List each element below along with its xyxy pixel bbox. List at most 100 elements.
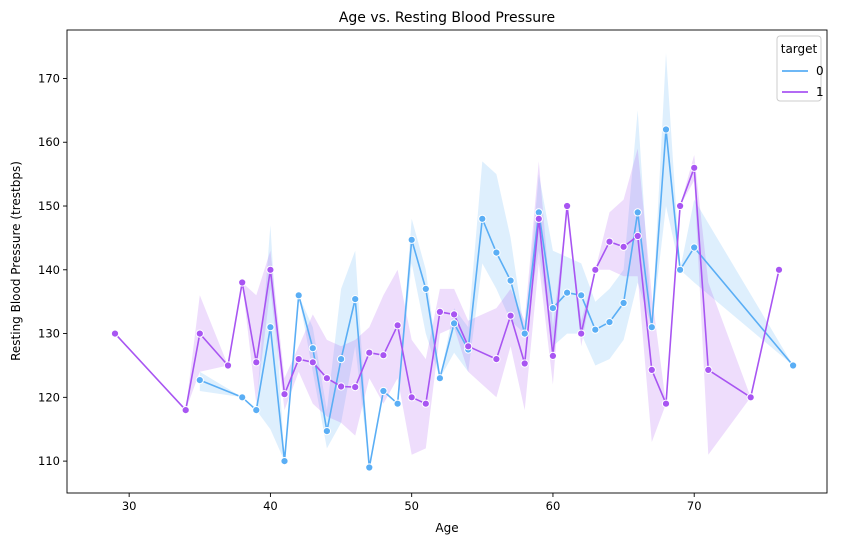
y-tick-label: 160	[38, 135, 60, 149]
data-point-series-0	[605, 318, 614, 327]
data-point-series-0	[789, 361, 798, 370]
data-point-series-1	[365, 348, 374, 357]
data-point-series-1	[252, 358, 261, 367]
data-point-series-1	[746, 393, 755, 402]
data-point-series-1	[591, 265, 600, 274]
legend-label-0: 0	[816, 64, 824, 78]
data-point-series-1	[563, 201, 572, 211]
y-tick-label: 130	[38, 327, 60, 341]
plot-frame	[66, 29, 828, 494]
data-point-series-1	[704, 365, 713, 374]
data-point-series-0	[435, 374, 444, 383]
ci-band-series-1	[115, 148, 779, 455]
legend: target 0 1	[776, 35, 824, 102]
data-point-series-1	[492, 355, 501, 364]
y-tick-label: 170	[38, 71, 60, 85]
data-point-series-0	[379, 386, 388, 396]
data-point-series-0	[591, 325, 600, 334]
data-point-series-0	[633, 208, 642, 217]
data-point-series-0	[506, 276, 515, 285]
x-tick-label: 50	[404, 499, 419, 513]
data-point-series-1	[351, 383, 360, 392]
data-point-series-0	[365, 463, 374, 472]
y-tick-label: 110	[38, 454, 60, 468]
data-point-series-1	[605, 237, 614, 246]
data-point-series-1	[294, 355, 303, 364]
ci-band-series-0	[199, 53, 794, 468]
confidence-bands	[115, 53, 794, 468]
x-tick-label: 40	[263, 499, 278, 513]
data-point-series-0	[661, 125, 671, 134]
legend-label-1: 1	[816, 85, 824, 99]
data-point-series-0	[393, 399, 402, 408]
data-point-series-0	[450, 319, 459, 328]
data-point-series-0	[690, 243, 699, 252]
data-point-series-1	[647, 365, 656, 374]
data-point-series-1	[379, 351, 388, 360]
data-point-series-0	[407, 235, 416, 244]
data-point-series-0	[520, 329, 529, 338]
data-point-series-0	[548, 304, 558, 313]
data-point-series-1	[676, 201, 685, 211]
data-point-series-1	[690, 163, 699, 172]
data-point-series-1	[407, 393, 416, 402]
data-point-series-0	[280, 457, 289, 466]
data-point-series-0	[676, 265, 685, 274]
y-axis-label: Resting Blood Pressure (trestbps)	[9, 161, 23, 361]
data-point-series-1	[548, 351, 558, 360]
x-tick-label: 70	[687, 499, 702, 513]
data-point-series-0	[252, 406, 261, 415]
data-point-series-1	[506, 311, 515, 320]
data-point-series-1	[223, 361, 233, 370]
data-point-series-0	[492, 248, 501, 257]
data-point-series-0	[308, 344, 317, 353]
y-tick-label: 140	[38, 263, 60, 277]
data-point-series-0	[337, 355, 346, 364]
data-point-series-0	[478, 214, 487, 223]
legend-box	[776, 35, 822, 102]
data-point-series-1	[619, 242, 628, 251]
data-point-series-1	[435, 307, 444, 316]
y-tick-label: 150	[38, 199, 60, 213]
data-point-series-0	[619, 298, 628, 308]
data-point-series-1	[774, 265, 784, 274]
data-point-series-1	[280, 390, 289, 399]
data-point-series-1	[322, 374, 331, 383]
x-tick-label: 60	[546, 499, 561, 513]
data-point-series-1	[661, 399, 671, 408]
data-point-series-0	[266, 323, 275, 332]
data-point-series-0	[647, 323, 656, 332]
data-point-series-1	[337, 382, 346, 391]
legend-title: target	[781, 42, 818, 56]
data-point-series-0	[238, 393, 247, 402]
data-point-series-1	[577, 329, 586, 338]
data-point-series-0	[322, 427, 331, 436]
data-point-series-1	[520, 359, 529, 368]
data-point-series-1	[633, 231, 642, 241]
axes: 30 40 50 60 70 110 120 130 140 150 160 170	[38, 29, 828, 513]
data-point-series-1	[421, 399, 430, 408]
data-point-series-1	[181, 406, 190, 415]
data-point-series-1	[266, 265, 275, 274]
data-point-series-1	[450, 310, 459, 319]
data-point-series-0	[577, 291, 586, 300]
data-point-series-0	[563, 288, 572, 297]
data-point-series-1	[534, 214, 543, 223]
data-point-series-1	[195, 329, 204, 338]
data-point-series-0	[351, 295, 360, 304]
data-point-series-0	[294, 291, 303, 300]
series-markers	[110, 125, 798, 472]
y-tick-label: 120	[38, 390, 60, 404]
data-point-series-1	[308, 358, 317, 367]
data-point-series-1	[238, 278, 247, 287]
data-point-series-1	[110, 329, 120, 338]
data-point-series-1	[464, 342, 473, 351]
x-axis-label: Age	[435, 521, 458, 535]
chart-title: Age vs. Resting Blood Pressure	[339, 10, 555, 26]
data-point-series-0	[421, 284, 430, 293]
data-point-series-1	[393, 321, 402, 330]
data-point-series-0	[195, 376, 204, 385]
x-tick-label: 30	[122, 499, 137, 513]
